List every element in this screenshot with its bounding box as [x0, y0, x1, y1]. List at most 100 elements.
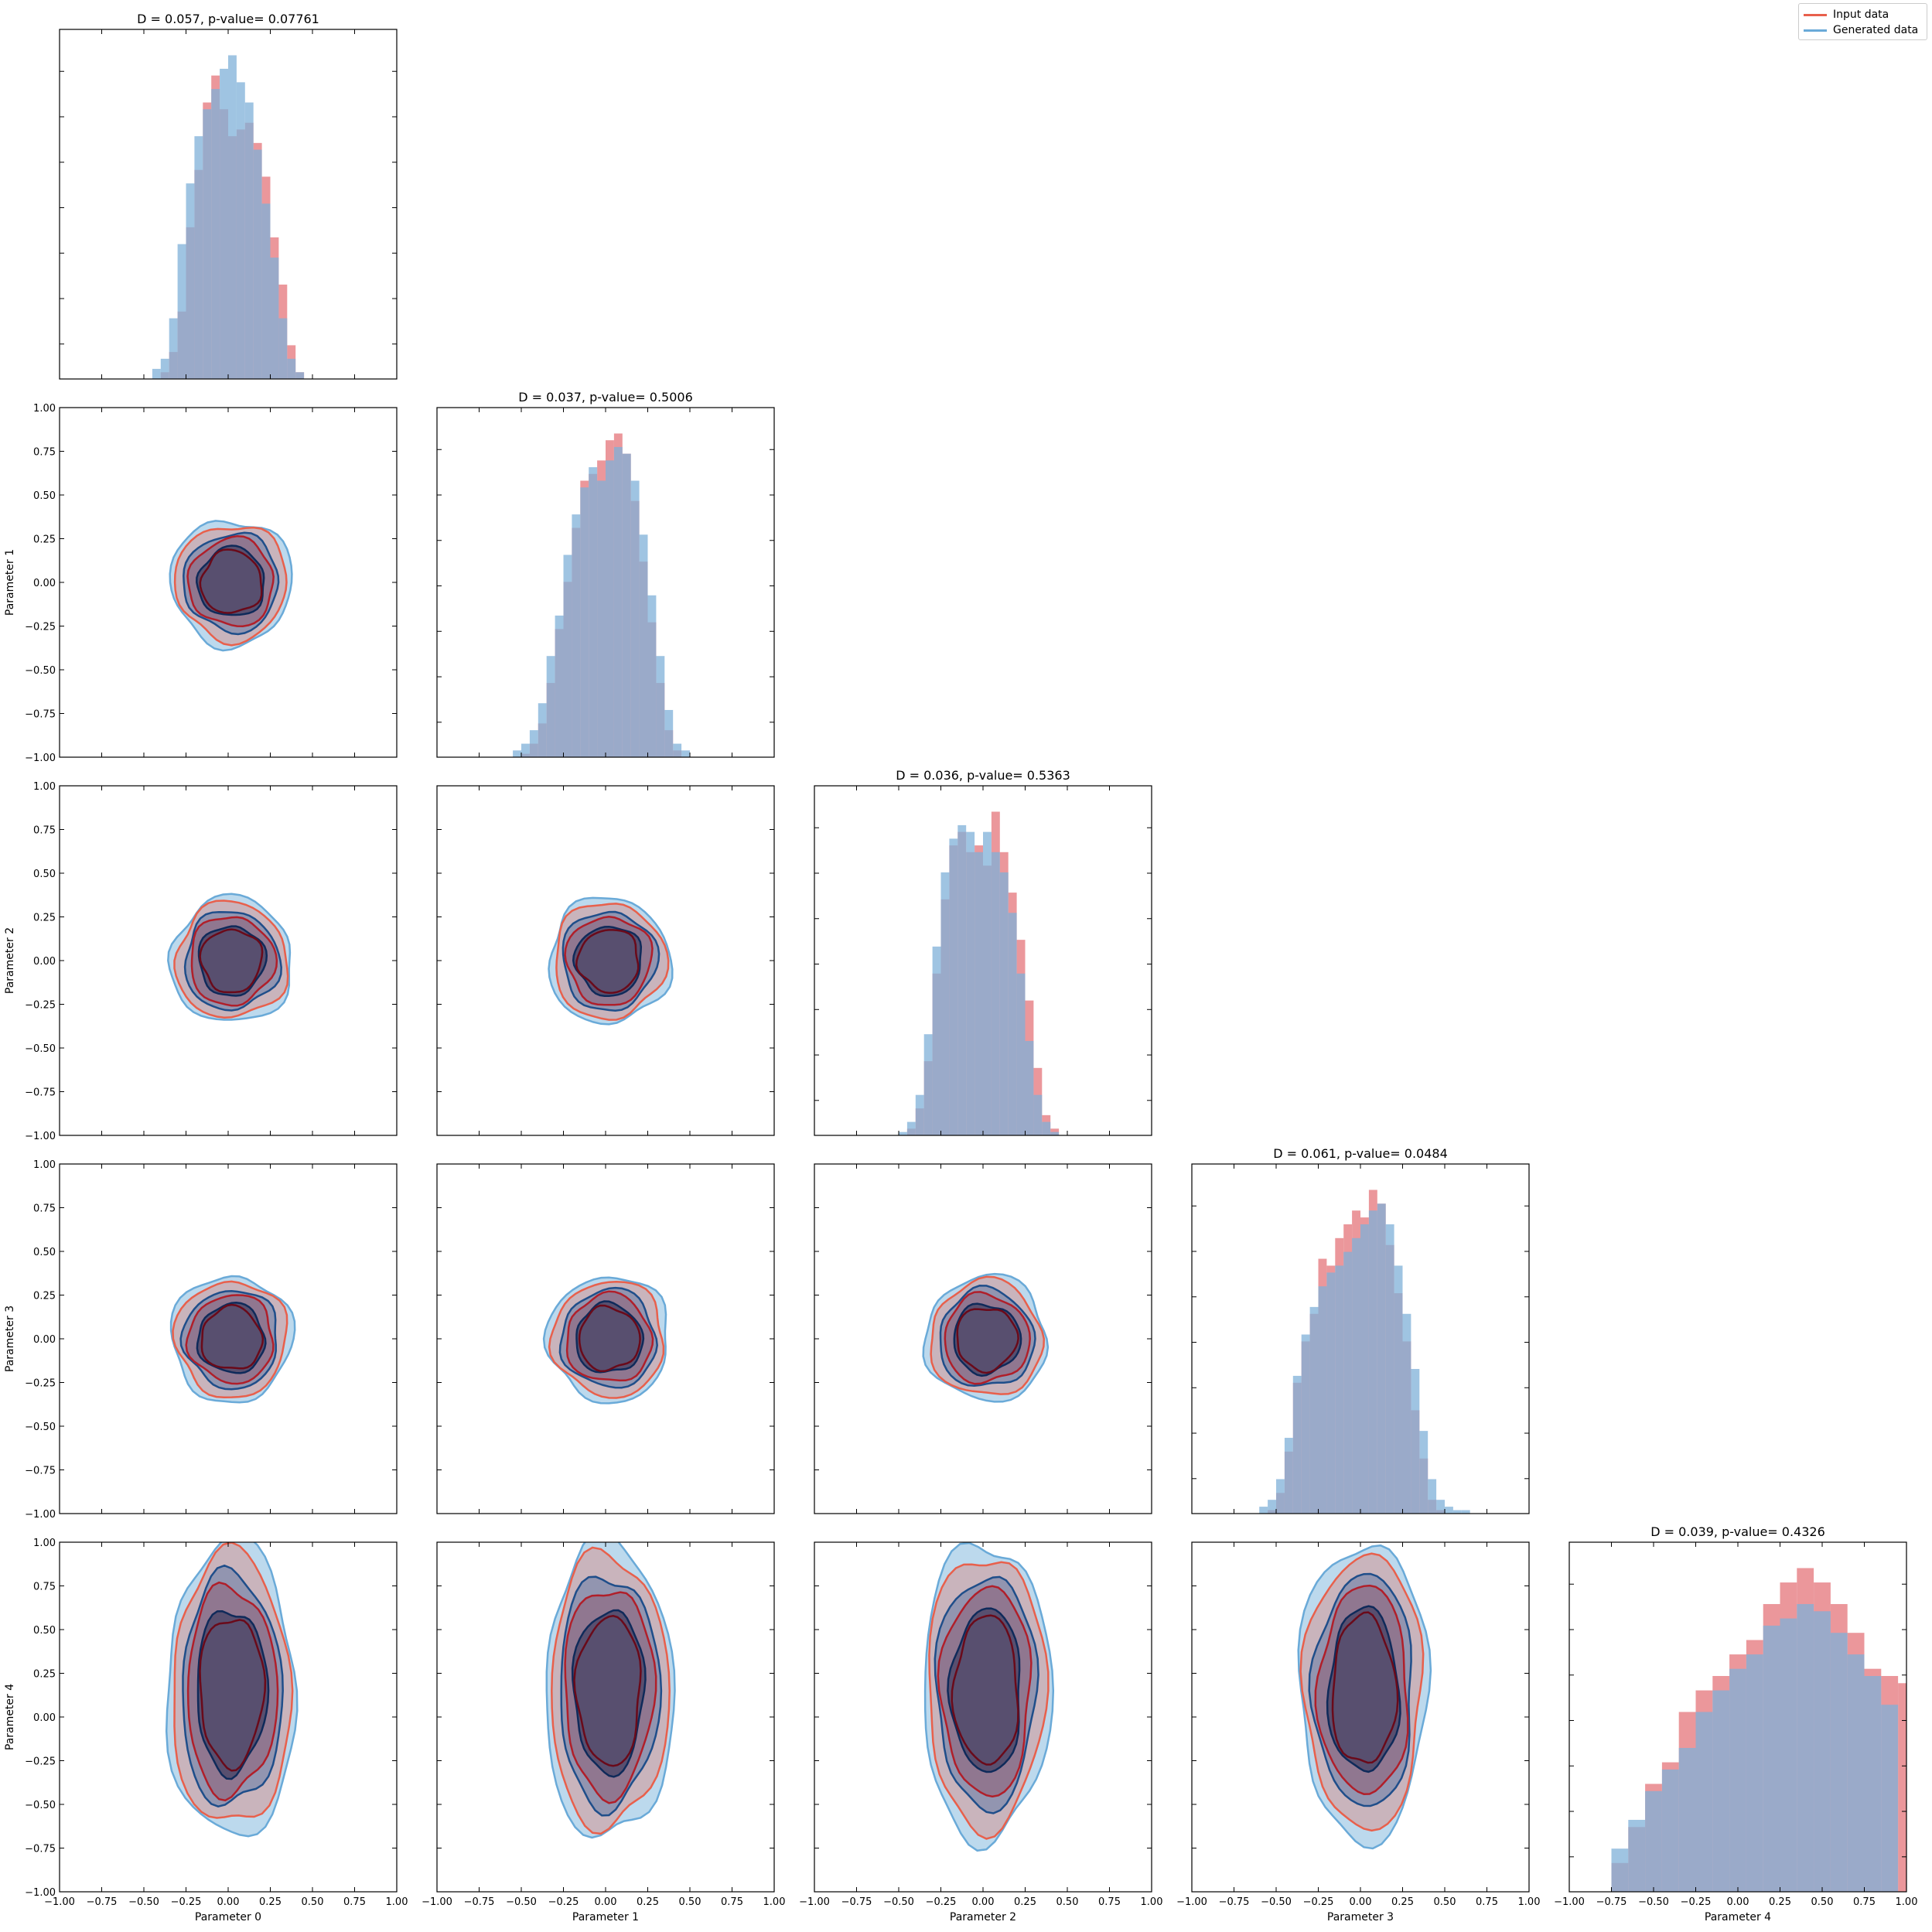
hist-bar-generated [572, 514, 581, 757]
x-tick-label: −0.75 [841, 1896, 872, 1908]
panel-0-0: D = 0.057, p-value= 0.07761 [59, 12, 398, 380]
diagonal-title: D = 0.036, p-value= 0.5363 [896, 768, 1070, 783]
hist-bar-generated [1309, 1306, 1319, 1514]
hist-bar-generated [555, 615, 564, 757]
y-tick-label: −0.50 [25, 1800, 56, 1811]
hist-bar-generated [589, 467, 598, 757]
y-tick-label: −1.00 [25, 753, 56, 764]
y-axis-label: Parameter 4 [4, 1684, 16, 1750]
y-axis-label: Parameter 1 [4, 549, 16, 616]
hist-bar-generated [899, 1132, 907, 1135]
contour-input-inner [956, 1308, 1019, 1374]
hist-bar-generated [1301, 1334, 1310, 1514]
x-tick-label: −1.00 [422, 1896, 452, 1908]
hist-bar-generated [673, 743, 682, 757]
hist-bar-generated [1394, 1265, 1403, 1514]
panel-plot-area [922, 1272, 1050, 1403]
hist-bar-generated [613, 446, 623, 757]
y-tick-label: 0.50 [33, 1247, 56, 1258]
hist-bar-generated [529, 730, 538, 757]
x-tick-label: −0.50 [1261, 1896, 1292, 1908]
contour-input-inner [578, 1304, 641, 1373]
hist-bar-generated [983, 831, 992, 1135]
hist-bar-generated [261, 203, 271, 379]
panel-1-0: −1.00 −0.75 −0.50 −0.25 0.00 0.25 0.50 0.75 1.00… [4, 403, 398, 764]
x-tick-label: 0.00 [972, 1896, 995, 1908]
hist-bar-generated [639, 534, 648, 757]
hist-bar-generated [1864, 1675, 1882, 1892]
hist-bar-generated [1033, 1094, 1043, 1135]
x-tick-label: 0.25 [1014, 1896, 1036, 1908]
panel-plot-area [513, 433, 690, 757]
x-tick-label: −1.00 [799, 1896, 830, 1908]
hist-bar-generated [563, 555, 572, 757]
hist-bar-generated [513, 750, 521, 757]
legend: Input data Generated data [1798, 3, 1927, 40]
panel-plot-area [899, 811, 1060, 1135]
hist-bar-generated [152, 368, 161, 379]
x-tick-label: −0.50 [1638, 1896, 1669, 1908]
diagonal-title: D = 0.039, p-value= 0.4326 [1650, 1524, 1825, 1539]
y-tick-label: 0.00 [33, 1334, 56, 1346]
x-tick-label: −0.50 [883, 1896, 914, 1908]
panel-plot-area [152, 55, 305, 379]
hist-bar-generated [1645, 1790, 1662, 1892]
hist-bar-generated [177, 244, 186, 379]
contour-input-inner [199, 928, 264, 994]
legend-label-input: Input data [1833, 9, 1889, 21]
x-tick-label: 0.00 [1350, 1896, 1372, 1908]
x-tick-label: 1.00 [386, 1896, 408, 1908]
hist-bar-generated [1292, 1375, 1302, 1514]
hist-bar-generated [1830, 1633, 1848, 1892]
hist-bar-generated [521, 743, 530, 757]
panel-plot-area [548, 896, 674, 1026]
contour-generated-inner [571, 1609, 647, 1778]
hist-bar-generated [1780, 1618, 1797, 1892]
x-tick-label: 0.75 [1476, 1896, 1498, 1908]
x-tick-label: 0.75 [343, 1896, 366, 1908]
hist-bar-generated [580, 487, 589, 757]
hist-bar-generated [975, 852, 983, 1135]
hist-bar-generated [1729, 1668, 1746, 1892]
y-tick-label: −0.50 [25, 1043, 56, 1055]
y-tick-label: 0.25 [33, 534, 56, 546]
x-tick-label: 0.00 [1727, 1896, 1749, 1908]
x-tick-label: 0.25 [637, 1896, 659, 1908]
contour-input-inner [200, 1303, 265, 1370]
panel-plot-area [169, 520, 293, 652]
x-tick-label: −0.25 [1681, 1896, 1712, 1908]
x-tick-label: −0.50 [128, 1896, 159, 1908]
y-tick-label: 0.00 [33, 1712, 56, 1724]
x-tick-label: −0.75 [464, 1896, 495, 1908]
contour-input-inner [199, 548, 263, 614]
hist-bar-generated [991, 852, 1000, 1135]
contour-input-inner [199, 1619, 267, 1772]
diagonal-title: D = 0.057, p-value= 0.07761 [137, 12, 319, 26]
x-axis-label: Parameter 2 [950, 1911, 1016, 1923]
panel-3-0: −1.00 −0.75 −0.50 −0.25 0.00 0.25 0.50 0.75 1.00… [4, 1159, 398, 1521]
x-tick-label: 0.75 [721, 1896, 743, 1908]
hist-bar-generated [1385, 1224, 1394, 1514]
panel-plot-area [923, 1542, 1055, 1852]
hist-bar-generated [906, 1121, 916, 1135]
hist-bar-input [1898, 1683, 1906, 1892]
y-tick-label: −0.75 [25, 1087, 56, 1099]
hist-bar-generated [923, 1034, 933, 1135]
hist-bar-generated [228, 55, 237, 379]
y-tick-label: −1.00 [25, 1887, 56, 1899]
panel-3-1 [436, 1163, 775, 1514]
y-axis-label: Parameter 3 [4, 1306, 16, 1372]
hist-bar-generated [1452, 1510, 1462, 1514]
panel-plot-area [169, 1275, 296, 1404]
x-axis-label: Parameter 4 [1705, 1911, 1771, 1923]
y-tick-label: 0.25 [33, 1291, 56, 1302]
legend-item-generated: Generated data [1804, 22, 1918, 38]
y-tick-label: 0.75 [33, 1582, 56, 1593]
hist-bar-generated [160, 358, 169, 379]
hist-bar-generated [681, 750, 690, 757]
hist-bar-generated [1436, 1500, 1445, 1514]
hist-bar-generated [940, 872, 950, 1135]
x-tick-label: −1.00 [44, 1896, 75, 1908]
hist-bar-generated [1352, 1237, 1360, 1514]
